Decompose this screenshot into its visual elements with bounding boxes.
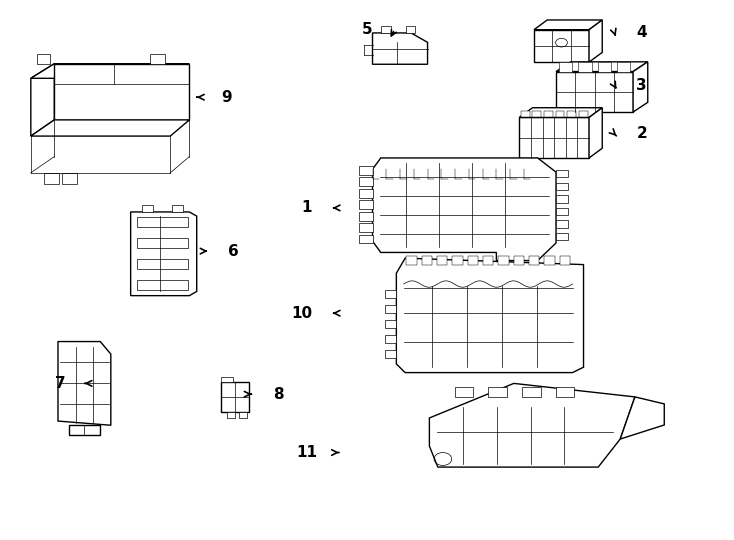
Text: 2: 2 [636, 126, 647, 141]
Polygon shape [150, 54, 165, 64]
Polygon shape [221, 377, 233, 382]
Polygon shape [556, 111, 564, 117]
Text: 7: 7 [56, 376, 66, 391]
Polygon shape [31, 64, 54, 136]
Polygon shape [406, 26, 415, 33]
Polygon shape [579, 111, 588, 117]
Polygon shape [137, 280, 188, 290]
Polygon shape [421, 256, 432, 265]
Polygon shape [429, 383, 635, 467]
Text: 6: 6 [228, 244, 239, 259]
Polygon shape [373, 33, 427, 64]
Polygon shape [359, 166, 372, 174]
Text: 4: 4 [636, 25, 647, 40]
Polygon shape [556, 183, 568, 190]
Polygon shape [559, 62, 573, 71]
Polygon shape [589, 20, 602, 62]
Polygon shape [359, 200, 372, 209]
Polygon shape [142, 205, 153, 212]
Polygon shape [529, 256, 539, 265]
Polygon shape [31, 120, 189, 136]
Polygon shape [68, 426, 101, 435]
Polygon shape [534, 20, 602, 30]
Polygon shape [454, 387, 473, 397]
Polygon shape [556, 170, 568, 178]
Polygon shape [520, 108, 602, 117]
Polygon shape [556, 387, 574, 397]
Text: 9: 9 [222, 90, 232, 105]
Polygon shape [532, 111, 541, 117]
Polygon shape [545, 256, 555, 265]
Polygon shape [556, 208, 568, 215]
Polygon shape [560, 256, 570, 265]
Polygon shape [617, 62, 630, 71]
Polygon shape [534, 30, 589, 62]
Polygon shape [227, 411, 235, 418]
Polygon shape [385, 290, 396, 298]
Polygon shape [498, 256, 509, 265]
Polygon shape [468, 256, 478, 265]
Polygon shape [385, 350, 396, 358]
Polygon shape [556, 62, 647, 71]
Polygon shape [556, 195, 568, 202]
Polygon shape [359, 189, 372, 198]
Polygon shape [221, 382, 249, 411]
Polygon shape [522, 387, 540, 397]
Text: 11: 11 [296, 445, 317, 460]
Polygon shape [406, 256, 416, 265]
Polygon shape [520, 111, 529, 117]
Polygon shape [437, 256, 447, 265]
Text: 8: 8 [273, 387, 283, 402]
Polygon shape [520, 117, 589, 158]
Polygon shape [452, 256, 462, 265]
Polygon shape [556, 71, 633, 112]
Polygon shape [556, 220, 568, 228]
Polygon shape [137, 259, 188, 269]
Polygon shape [137, 238, 188, 248]
Polygon shape [385, 335, 396, 343]
Text: 1: 1 [302, 200, 312, 215]
Polygon shape [556, 233, 568, 240]
Polygon shape [359, 235, 372, 244]
Polygon shape [372, 158, 556, 261]
Polygon shape [359, 224, 372, 232]
Polygon shape [514, 256, 524, 265]
Polygon shape [567, 111, 576, 117]
Polygon shape [172, 205, 183, 212]
Text: 3: 3 [636, 78, 647, 93]
Polygon shape [597, 62, 611, 71]
Polygon shape [544, 111, 553, 117]
Text: 5: 5 [363, 22, 373, 37]
Polygon shape [385, 305, 396, 313]
Polygon shape [633, 62, 647, 112]
Polygon shape [385, 320, 396, 328]
Polygon shape [359, 178, 372, 186]
Polygon shape [483, 256, 493, 265]
Polygon shape [381, 26, 390, 33]
Polygon shape [31, 64, 189, 78]
Polygon shape [239, 411, 247, 418]
Polygon shape [54, 64, 189, 120]
Polygon shape [131, 212, 197, 296]
Polygon shape [44, 173, 59, 184]
Polygon shape [578, 62, 592, 71]
Polygon shape [137, 218, 188, 227]
Polygon shape [37, 54, 50, 64]
Polygon shape [62, 173, 77, 184]
Polygon shape [589, 108, 602, 158]
Polygon shape [489, 387, 506, 397]
Text: 10: 10 [291, 306, 312, 321]
Polygon shape [359, 212, 372, 220]
Polygon shape [620, 397, 664, 439]
Polygon shape [58, 342, 111, 426]
Polygon shape [396, 258, 584, 373]
